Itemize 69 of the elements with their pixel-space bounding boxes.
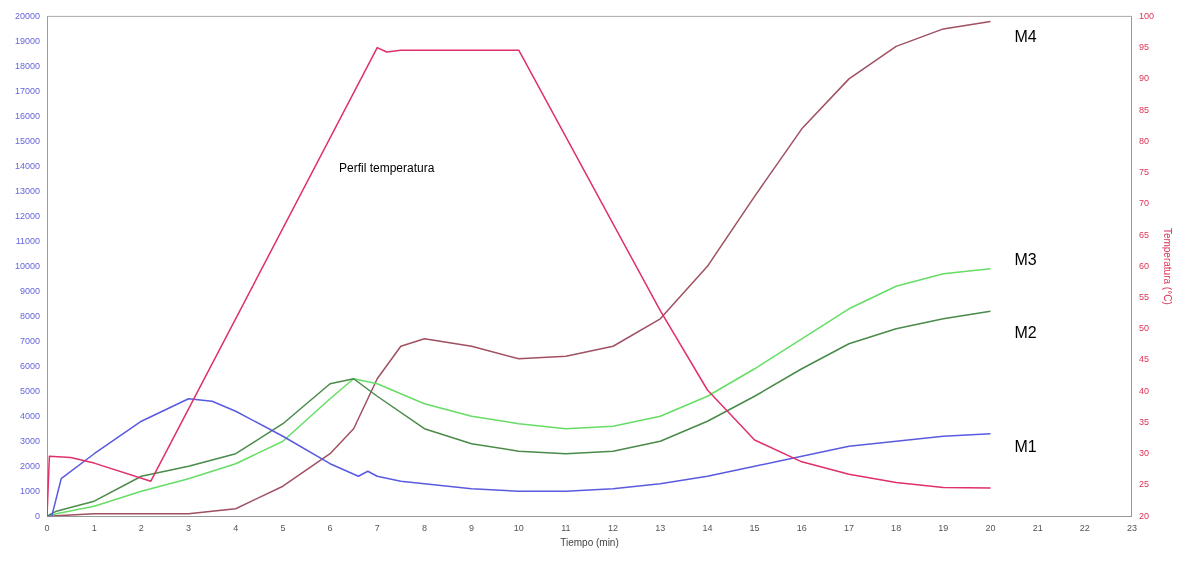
y-tick-label: 17000: [15, 85, 41, 96]
y2-tick-label: 25: [1138, 479, 1149, 490]
x-axis-title: Tiempo (min): [560, 536, 619, 548]
y-tick-label: 19000: [15, 35, 41, 46]
series-label: M1: [1014, 438, 1037, 456]
y2-tick-label: 75: [1138, 167, 1149, 178]
y-tick-label: 8000: [20, 310, 41, 321]
x-tick-label: 10: [513, 523, 524, 534]
x-tick-label: 18: [891, 523, 902, 534]
x-tick-label: 17: [843, 523, 854, 534]
y2-tick-label: 20: [1138, 510, 1149, 521]
y-tick-label: 18000: [15, 60, 41, 71]
y-tick-label: 6000: [20, 360, 41, 371]
y2-tick-label: 60: [1138, 260, 1149, 271]
y2-tick-label: 45: [1138, 354, 1149, 365]
x-tick-label: 5: [280, 523, 286, 534]
y-tick-label: 0: [35, 510, 41, 521]
y2-tick-label: 100: [1138, 10, 1155, 21]
y2-tick-label: 90: [1138, 73, 1149, 84]
y2-tick-label: 50: [1138, 323, 1149, 334]
x-tick-label: 23: [1126, 523, 1137, 534]
x-tick-label: 21: [1032, 523, 1043, 534]
y2-tick-label: 65: [1138, 229, 1149, 240]
y-tick-label: 14000: [15, 160, 41, 171]
x-tick-label: 6: [327, 523, 333, 534]
y-tick-label: 7000: [20, 335, 41, 346]
x-tick-label: 12: [608, 523, 619, 534]
series-label: M4: [1014, 28, 1037, 46]
x-tick-label: 16: [796, 523, 807, 534]
y2-tick-label: 80: [1138, 135, 1149, 146]
y-tick-label: 16000: [15, 110, 41, 121]
y2-tick-label: 35: [1138, 416, 1149, 427]
y-tick-label: 15000: [15, 135, 41, 146]
x-tick-label: 11: [561, 523, 571, 534]
x-tick-label: 15: [749, 523, 760, 534]
y2-tick-label: 85: [1138, 104, 1149, 115]
y-tick-label: 5000: [20, 385, 41, 396]
series-label: M3: [1014, 251, 1037, 269]
x-tick-label: 20: [985, 523, 996, 534]
x-tick-label: 7: [374, 523, 380, 534]
x-tick-label: 22: [1079, 523, 1090, 534]
x-tick-label: 4: [233, 523, 239, 534]
y-tick-label: 1000: [20, 485, 41, 496]
y-tick-label: 3000: [20, 435, 41, 446]
y-tick-label: 12000: [15, 210, 41, 221]
y2-tick-label: 30: [1138, 448, 1149, 459]
y2-axis-title: Temperatura (°C): [1162, 227, 1174, 305]
x-tick-label: 2: [138, 523, 144, 534]
x-tick-label: 1: [91, 523, 97, 534]
series-label: Perfil temperatura: [338, 161, 435, 176]
series-label: M2: [1014, 323, 1037, 341]
x-tick-label: 14: [702, 523, 713, 534]
y2-tick-label: 95: [1138, 42, 1149, 53]
x-tick-label: 8: [421, 523, 427, 534]
y2-tick-label: 70: [1138, 198, 1149, 209]
y2-tick-label: 55: [1138, 292, 1149, 303]
x-tick-label: 13: [655, 523, 666, 534]
x-tick-label: 3: [186, 523, 192, 534]
y-tick-label: 2000: [20, 460, 41, 471]
x-tick-label: 9: [469, 523, 475, 534]
y-tick-label: 11000: [15, 235, 41, 246]
y-tick-label: 20000: [15, 10, 41, 21]
x-tick-label: 19: [938, 523, 949, 534]
y-tick-label: 9000: [20, 285, 41, 296]
y2-tick-label: 40: [1138, 385, 1149, 396]
y-tick-label: 10000: [15, 260, 41, 271]
y-tick-label: 13000: [15, 185, 41, 196]
y-tick-label: 4000: [20, 410, 41, 421]
x-tick-label: 0: [44, 523, 50, 534]
